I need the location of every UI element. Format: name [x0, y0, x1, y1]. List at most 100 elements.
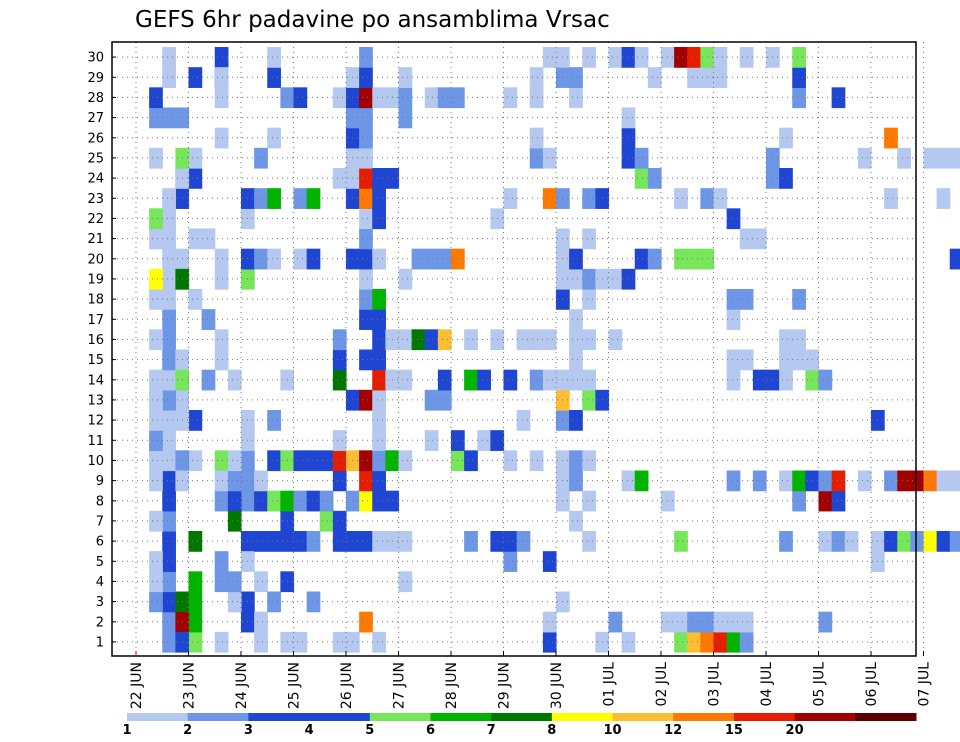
x-tick-label: 22 JUN — [129, 662, 145, 709]
legend-label: 15 — [725, 723, 743, 738]
heatmap-cell — [188, 450, 203, 472]
heatmap-cell — [162, 389, 176, 411]
heatmap-cell — [503, 531, 518, 552]
heatmap-cell — [674, 631, 688, 653]
heatmap-cell — [582, 369, 596, 391]
heatmap-cell — [149, 430, 163, 451]
x-axis: 22 JUN 23 JUN 24 JUN 25 JUN 26 JUN 27 JUN 28 J… — [129, 651, 933, 709]
heatmap-cell — [214, 571, 229, 593]
heatmap-cell — [359, 67, 373, 88]
heatmap-cell — [162, 67, 176, 88]
heatmap-cell — [293, 87, 308, 109]
heatmap-cell — [188, 531, 203, 552]
x-tick-label: 23 JUN — [182, 662, 198, 709]
heatmap-cell — [569, 248, 583, 270]
heatmap-cell — [227, 369, 242, 391]
y-tick-label: 27 — [87, 111, 104, 126]
heatmap-cell — [332, 87, 347, 109]
heatmap-cell — [713, 631, 728, 653]
y-tick-label: 8 — [96, 494, 104, 509]
heatmap-cell — [372, 87, 386, 109]
heatmap-cell — [149, 268, 163, 290]
heatmap-cell — [359, 611, 373, 633]
heatmap-cell — [831, 490, 846, 512]
heatmap-cell — [674, 531, 688, 552]
heatmap-cell — [162, 430, 176, 451]
heatmap-cell — [687, 631, 701, 653]
heatmap-cell — [674, 47, 688, 68]
heatmap-cell — [254, 631, 268, 653]
heatmap-cell — [372, 309, 386, 330]
heatmap-cell — [332, 168, 347, 189]
heatmap-cell — [398, 329, 413, 351]
heatmap-cell — [214, 67, 229, 88]
y-tick-label: 10 — [87, 454, 104, 469]
heatmap-cell — [569, 369, 583, 391]
heatmap-cell — [372, 208, 386, 230]
heatmap-cell — [372, 329, 386, 351]
heatmap-cell — [923, 470, 938, 492]
heatmap-cell — [149, 208, 163, 230]
grid — [112, 42, 924, 656]
heatmap-cell — [739, 631, 754, 653]
heatmap-cell — [359, 208, 373, 230]
heatmap-cell — [214, 127, 229, 149]
y-tick-label: 15 — [87, 353, 104, 368]
heatmap-cell — [332, 369, 347, 391]
heatmap-cell — [162, 289, 176, 310]
y-tick-label: 9 — [96, 474, 104, 489]
heatmap-cell — [162, 631, 176, 653]
heatmap-cell — [752, 470, 767, 492]
heatmap-cell — [162, 571, 176, 593]
heatmap-cell — [726, 369, 741, 391]
heatmap-cell — [726, 309, 741, 330]
heatmap-cell — [332, 631, 347, 653]
heatmap-cell — [884, 531, 898, 552]
chart-title: GEFS 6hr padavine po ansamblima Vrsac — [135, 7, 610, 33]
heatmap-cell — [372, 410, 386, 431]
heatmap-cell — [188, 611, 203, 633]
heatmap-cell — [569, 87, 583, 109]
heatmap-cell — [372, 188, 386, 209]
heatmap-cell — [792, 349, 806, 371]
y-tick-label: 4 — [96, 575, 104, 590]
heatmap-cell — [149, 289, 163, 310]
heatmap-cell — [372, 168, 386, 189]
heatmap-cell — [188, 289, 203, 310]
heatmap-cell — [464, 531, 478, 552]
heatmap-cell — [306, 450, 321, 472]
legend: 1 2 3 4 5 6 7 8 10 12 15 20 — [122, 713, 917, 738]
heatmap-cell — [621, 47, 636, 68]
y-tick-label: 29 — [87, 71, 104, 86]
heatmap-cell — [227, 510, 242, 532]
heatmap-cell — [582, 268, 596, 290]
heatmap-cell — [949, 147, 960, 169]
heatmap-cell — [359, 470, 373, 492]
heatmap-cell — [372, 389, 386, 411]
heatmap-cell — [569, 329, 583, 351]
heatmap-cell — [332, 450, 347, 472]
heatmap-cell — [162, 47, 176, 68]
heatmap-cell — [818, 470, 833, 492]
heatmap-cell — [542, 551, 557, 572]
heatmap-cell — [293, 248, 308, 270]
x-tick-label: 06 JUL — [864, 662, 880, 707]
heatmap-cell — [372, 631, 386, 653]
heatmap-cell — [149, 87, 163, 109]
heatmap-cell — [437, 329, 452, 351]
heatmap-cell — [411, 329, 426, 351]
heatmap-cell — [608, 47, 623, 68]
y-tick-label: 18 — [87, 293, 104, 308]
heatmap-cell — [267, 490, 281, 512]
heatmap-cell — [254, 147, 268, 169]
legend-swatch — [673, 713, 735, 721]
heatmap-cell — [398, 107, 413, 129]
heatmap-cell — [529, 369, 544, 391]
heatmap-cell — [542, 329, 557, 351]
legend-swatch — [248, 713, 310, 721]
heatmap-cell — [569, 309, 583, 330]
heatmap-cell — [582, 188, 596, 209]
heatmap-cell — [792, 47, 806, 68]
heatmap-cell — [162, 208, 176, 230]
heatmap-cell — [254, 531, 268, 552]
